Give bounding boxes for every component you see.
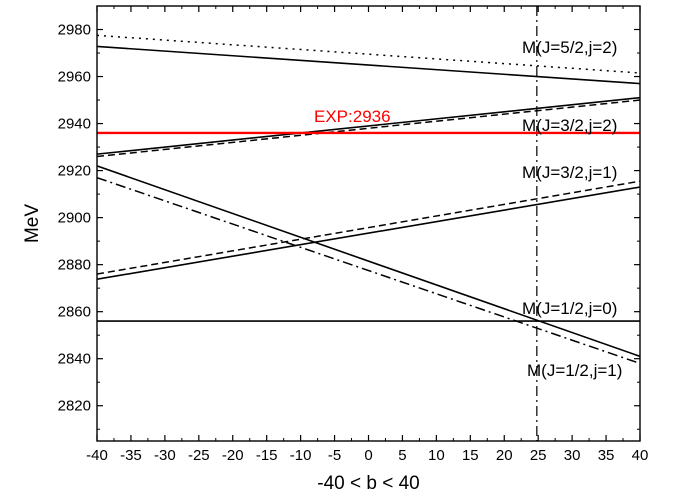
series-label-1: M(J=5/2,j=2) (522, 38, 617, 57)
x-tick-label: -35 (120, 447, 142, 464)
x-tick-label: -20 (222, 447, 244, 464)
x-tick-label: 0 (364, 447, 372, 464)
x-tick-label: 15 (462, 447, 479, 464)
x-axis-title: -40 < b < 40 (317, 473, 419, 494)
series-label-3: M(J=3/2,j=2) (522, 116, 617, 135)
y-tick-label: 2920 (58, 163, 91, 180)
y-tick-label: 2840 (58, 351, 91, 368)
series-line-8 (97, 165, 640, 358)
x-tick-label: -30 (154, 447, 176, 464)
y-tick-label: 2900 (58, 210, 91, 227)
y-tick-label: 2860 (58, 304, 91, 321)
x-tick-label: -5 (328, 447, 341, 464)
x-tick-label: 25 (530, 447, 547, 464)
series-label-8: M(J=1/2,j=1) (527, 361, 622, 380)
y-tick-label: 2940 (58, 116, 91, 133)
x-tick-label: -40 (86, 447, 108, 464)
y-axis-title: MeV (22, 204, 43, 243)
series-line-5 (97, 186, 640, 281)
x-tick-label: -15 (256, 447, 278, 464)
y-tick-label: 2980 (58, 22, 91, 39)
series-label-5: M(J=3/2,j=1) (522, 163, 617, 182)
series-layer (97, 6, 640, 441)
x-tick-label: 5 (398, 447, 406, 464)
series-line-1 (97, 45, 640, 85)
axes: -40 -35 -30 -25 -20 -15 -10 -5 0 5 10 15 20 25 30 35 40 2… (58, 5, 649, 464)
x-tick-label: 20 (496, 447, 513, 464)
y-tick-label: 2960 (58, 69, 91, 86)
series-line-4 (97, 99, 640, 158)
series-label-10: EXP:2936 (314, 107, 391, 126)
series-label-7: M(J=1/2,j=0) (522, 299, 617, 318)
series-line-3 (97, 96, 640, 155)
x-tick-label: 30 (564, 447, 581, 464)
x-tick-label: -25 (188, 447, 210, 464)
x-tick-label: -10 (290, 447, 312, 464)
y-tick-label: 2820 (58, 398, 91, 415)
x-tick-label: 40 (632, 447, 649, 464)
series-line-6 (97, 180, 640, 275)
series-labels: M(J=5/2,j=2) M(J=3/2,j=2) M(J=3/2,j=1) M(J=… (314, 38, 622, 380)
series-line-9 (97, 176, 640, 365)
x-tick-label: 10 (428, 447, 445, 464)
x-tick-label: 35 (598, 447, 615, 464)
y-tick-label: 2880 (58, 257, 91, 274)
